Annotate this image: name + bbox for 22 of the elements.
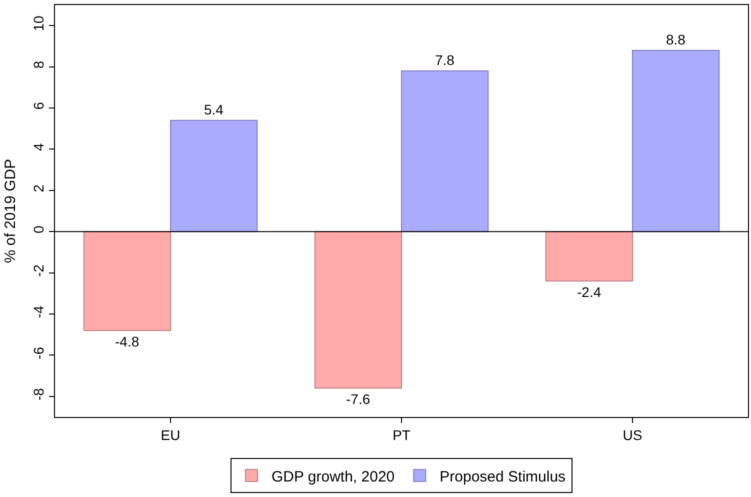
- y-tick-label: -8: [30, 388, 46, 401]
- data-label: -7.6: [346, 391, 370, 408]
- y-axis-title: % of 2019 GDP: [2, 158, 19, 264]
- y-tick-label: -4: [30, 305, 46, 318]
- legend-label: GDP growth, 2020: [272, 468, 395, 486]
- data-label: 8.8: [666, 31, 686, 48]
- x-tick-label: EU: [160, 426, 180, 443]
- x-tick-label: PT: [392, 426, 411, 443]
- y-tick-label: 6: [30, 102, 46, 110]
- y-tick-label: 10: [30, 16, 46, 32]
- x-tick-label: US: [622, 426, 642, 443]
- data-label: 5.4: [204, 101, 224, 118]
- y-tick-label: -6: [30, 346, 46, 360]
- y-tick-label: 2: [30, 184, 46, 192]
- data-label: 7.8: [434, 52, 455, 68]
- y-tick-label: 0: [30, 225, 46, 234]
- data-label: -4.8: [115, 333, 140, 350]
- y-tick-label: 8: [30, 60, 46, 69]
- data-label: -2.4: [577, 284, 602, 300]
- y-tick-label: 4: [30, 143, 46, 151]
- legend-label: Proposed Stimulus: [440, 468, 566, 486]
- y-tick-label: -2: [30, 264, 46, 277]
